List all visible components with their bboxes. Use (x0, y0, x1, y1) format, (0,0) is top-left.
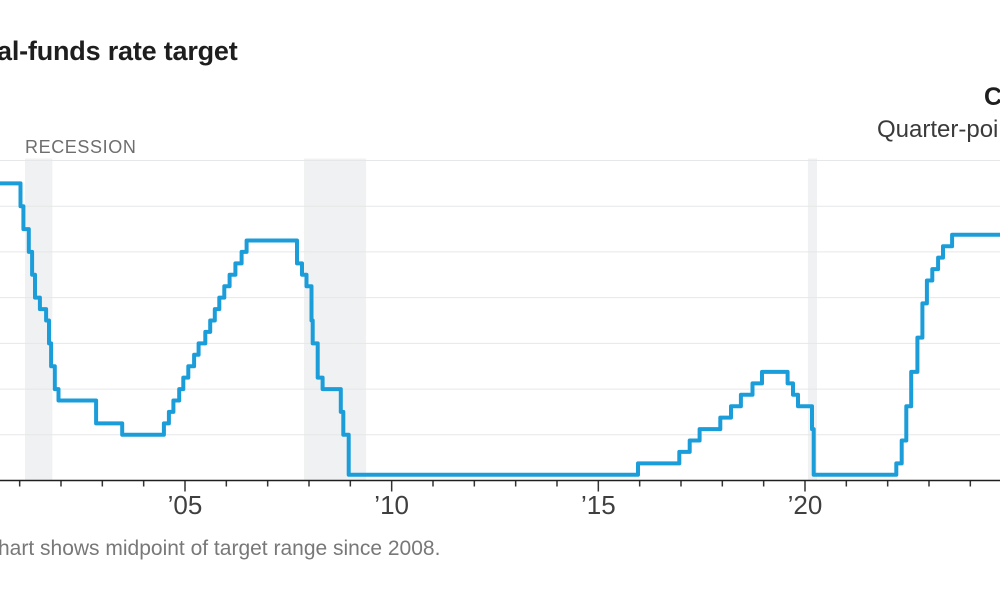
x-axis-label: ’20 (787, 490, 823, 520)
recession-band (807, 158, 817, 481)
recession-legend-label: RECESSION (25, 137, 137, 157)
chart-footnote: hart shows midpoint of target range sinc… (0, 537, 441, 560)
x-axis-label: ’05 (167, 490, 203, 520)
annotation-heading: C (984, 83, 1000, 111)
page-title: al-funds rate target (0, 36, 238, 66)
x-axis-ticks (18, 480, 972, 492)
gridlines (0, 160, 1000, 436)
rate-step-line (0, 181, 1000, 477)
annotation-subtext: Quarter-poi (877, 116, 999, 143)
x-axis-label: ’15 (580, 490, 616, 520)
x-axis-label: ’10 (374, 490, 409, 520)
